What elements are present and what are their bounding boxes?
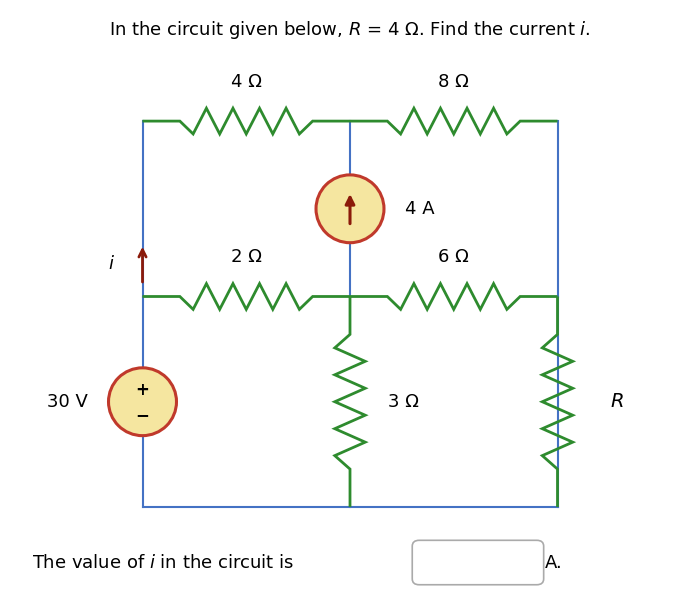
Text: +: + bbox=[136, 381, 149, 398]
Text: The value of $i$ in the circuit is: The value of $i$ in the circuit is bbox=[32, 553, 294, 572]
Text: A.: A. bbox=[545, 553, 563, 572]
Text: 6 Ω: 6 Ω bbox=[438, 248, 469, 266]
Text: 4 Ω: 4 Ω bbox=[231, 73, 262, 91]
Text: 3 Ω: 3 Ω bbox=[388, 393, 419, 411]
Ellipse shape bbox=[316, 175, 384, 243]
Ellipse shape bbox=[108, 368, 176, 436]
Text: In the circuit given below, $R$ = 4 Ω. Find the current $i$.: In the circuit given below, $R$ = 4 Ω. F… bbox=[109, 19, 591, 41]
Text: 8 Ω: 8 Ω bbox=[438, 73, 469, 91]
Text: 4 A: 4 A bbox=[405, 200, 435, 218]
Text: 30 V: 30 V bbox=[47, 393, 88, 411]
Text: $i$: $i$ bbox=[108, 256, 115, 273]
FancyBboxPatch shape bbox=[412, 540, 544, 585]
Text: −: − bbox=[136, 406, 149, 423]
Text: 2 Ω: 2 Ω bbox=[231, 248, 262, 266]
Text: R: R bbox=[611, 392, 624, 411]
